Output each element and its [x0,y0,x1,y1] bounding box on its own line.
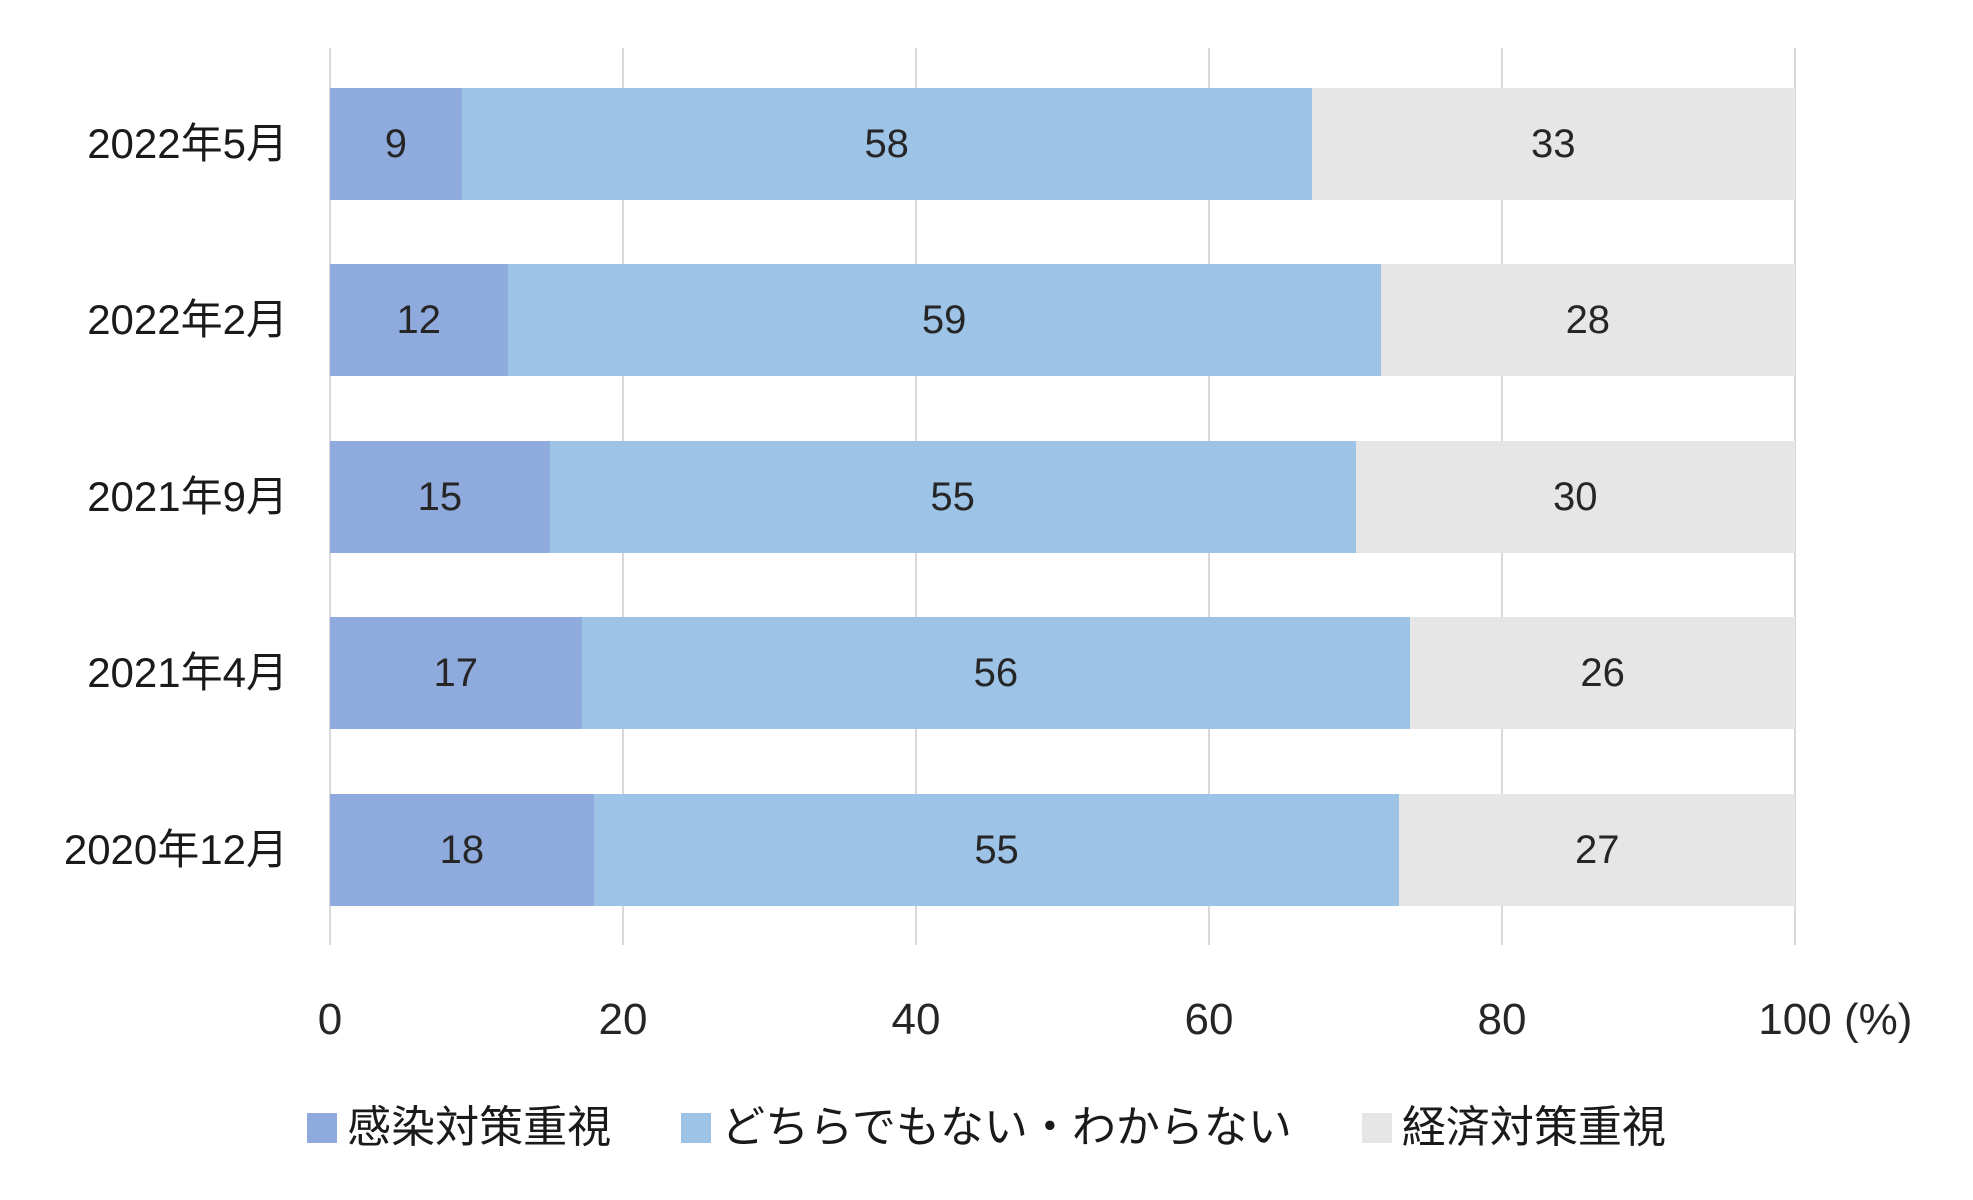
category-label: 2020年12月 [63,825,288,873]
category-label: 2021年4月 [87,649,288,697]
category-label: 2022年2月 [87,296,288,344]
bar-value-label: 28 [1565,298,1611,343]
bar-value-label: 55 [930,474,975,519]
bar-value-label: 9 [384,122,408,166]
bar-value-label: 56 [973,651,1019,696]
bar-segment: 56 [581,617,1411,730]
gridline [1794,48,1796,930]
bar-segment: 55 [593,793,1400,906]
x-tick-label: 40 [891,995,941,1044]
axis-tick [1208,930,1210,945]
bar-segment: 12 [330,264,508,377]
bar-value-label: 18 [439,827,485,872]
bar-segment: 33 [1311,88,1795,200]
legend-label: どちらでもない・わからない [721,1103,1292,1152]
x-tick-label: 60 [1184,995,1234,1044]
bar-segment: 30 [1355,440,1795,553]
bar-segment: 18 [330,793,594,906]
bar-segment: 59 [507,264,1381,377]
legend-label: 感染対策重視 [347,1103,612,1152]
x-tick-label: 0 [317,995,343,1044]
legend-swatch [1361,1113,1392,1143]
legend-item: 経済対策重視 [1361,1103,1666,1152]
category-label: 2022年5月 [87,120,288,167]
bar-segment: 15 [330,440,550,553]
bar-value-label: 17 [433,651,479,696]
bar-value-label: 12 [396,298,442,343]
bar-value-label: 58 [864,122,909,166]
axis-tick [1794,930,1796,945]
bar-value-label: 55 [974,827,1019,872]
axis-tick [915,930,917,945]
bar-value-label: 15 [417,474,463,519]
bar-segment: 27 [1399,793,1795,906]
bar-segment: 55 [549,440,1356,553]
category-label: 2021年9月 [87,472,288,520]
bar-value-label: 33 [1531,122,1576,166]
legend-item: 感染対策重視 [307,1106,611,1150]
bar-segment: 28 [1380,264,1795,377]
axis-tick [1501,930,1503,945]
bar-segment: 58 [461,88,1312,200]
axis-tick [329,930,331,945]
axis-tick [622,930,624,945]
legend-swatch [681,1113,712,1143]
x-tick-label: 20 [598,995,648,1044]
legend: 感染対策重視 どちらでもない・わからない 経済対策重視 [0,1100,1973,1156]
bar-value-label: 30 [1553,474,1598,519]
bar-segment: 17 [330,617,582,730]
legend-label: 経済対策重視 [1401,1103,1666,1152]
x-tick-label: 100 [1758,995,1832,1044]
legend-swatch [307,1113,338,1143]
bar-value-label: 27 [1574,827,1620,872]
bar-value-label: 26 [1580,651,1625,696]
bar-segment: 26 [1410,617,1795,730]
bar-value-label: 59 [921,298,967,343]
axis-unit-label: (%) [1844,995,1913,1044]
x-tick-label: 80 [1477,995,1527,1044]
legend-item: どちらでもない・わからない [681,1106,1292,1150]
bar-segment: 9 [330,88,462,200]
